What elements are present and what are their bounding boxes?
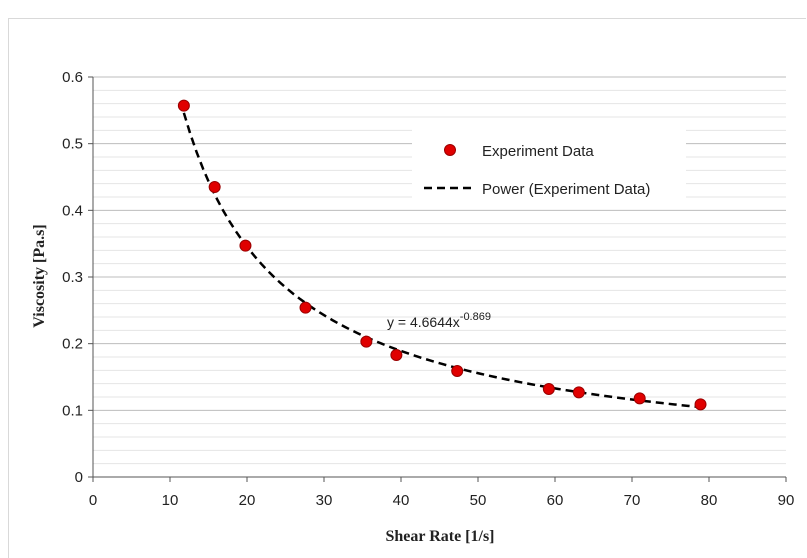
y-tick-label: 0.3 [62,269,83,286]
x-axis-title: Shear Rate [1/s] [385,528,494,544]
x-tick-label: 60 [547,492,564,509]
data-point [239,239,252,252]
data-point [360,335,373,348]
x-tick-label: 30 [316,492,333,509]
data-point [208,181,221,193]
data-point [390,349,403,361]
equation-base: y = 4.6644x [387,314,460,330]
y-tick-label: 0.6 [62,69,83,86]
axes [88,76,787,482]
legend: Experiment Data Power (Experiment Data) [412,128,686,202]
x-tick-label: 40 [393,492,410,509]
legend-background [412,128,686,202]
data-point [177,99,190,112]
x-tick-label: 0 [89,492,97,509]
data-point [694,398,707,411]
tick-labels: 0 0.1 0.2 0.3 0.4 0.5 0.6 0 10 20 30 40 50 60 70 80 90 [62,69,794,509]
y-tick-label: 0.2 [62,336,83,353]
y-tick-label: 0.5 [62,136,83,153]
chart-frame [8,18,806,558]
data-point [542,383,555,395]
legend-label-experiment-data: Experiment Data [482,143,594,160]
x-tick-label: 80 [701,492,718,509]
y-axis-title: Viscosity [Pa.s] [31,224,48,327]
x-tick-label: 70 [624,492,641,509]
x-tick-label: 10 [162,492,179,509]
power-trendline [182,112,701,409]
data-points [177,99,707,411]
x-tick-label: 50 [470,492,487,509]
trendline-equation: y = 4.6644x-0.869 [387,311,491,330]
data-point [299,301,312,314]
data-point [633,392,646,405]
y-tick-label: 0.4 [62,202,83,219]
data-point [572,386,585,399]
viscosity-chart: 0 0.1 0.2 0.3 0.4 0.5 0.6 0 10 20 30 40 50 60 70 80 90 E… [31,69,794,544]
legend-label-power-trendline: Power (Experiment Data) [482,181,650,198]
y-tick-label: 0 [75,469,83,486]
equation-exponent: -0.869 [460,311,491,323]
x-tick-label: 20 [239,492,256,509]
legend-marker-experiment-data [444,144,456,156]
trendline-group [182,112,701,409]
y-tick-label: 0.1 [62,402,83,419]
data-point [451,365,464,377]
x-tick-label: 90 [778,492,795,509]
